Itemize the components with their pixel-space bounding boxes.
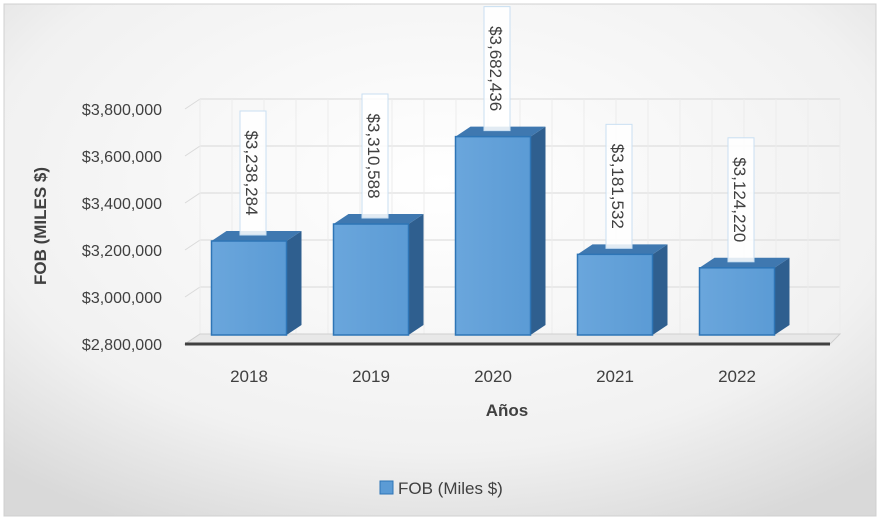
bar-2022 <box>698 257 790 336</box>
bar-side <box>286 231 302 335</box>
data-label-2022: $3,124,220 <box>727 137 755 263</box>
bar-2021 <box>576 244 668 336</box>
x-tick-label: 2018 <box>230 367 268 386</box>
x-tick-label: 2022 <box>718 367 756 386</box>
x-axis: 2018 2019 2020 2021 2022 <box>230 367 756 386</box>
bar-front <box>210 240 288 336</box>
bar-top <box>699 257 790 268</box>
bar-2020 <box>454 126 546 336</box>
data-label-2018: $3,238,284 <box>239 110 267 236</box>
y-tick-label: $3,200,000 <box>82 243 162 260</box>
data-label-text: $3,124,220 <box>730 157 749 242</box>
bar-side <box>652 244 668 335</box>
gridline-side <box>184 145 201 157</box>
bar-2019 <box>332 214 424 336</box>
x-tick-label: 2021 <box>596 367 634 386</box>
bar-front <box>576 253 654 336</box>
y-tick-label: $3,000,000 <box>82 290 162 307</box>
x-tick-label: 2020 <box>474 367 512 386</box>
plot-floor <box>183 333 842 346</box>
data-label-text: $3,682,436 <box>486 26 505 111</box>
data-label-box <box>361 93 389 219</box>
data-label-box <box>239 110 267 236</box>
bar-top <box>211 231 302 242</box>
data-label-text: $3,238,284 <box>242 130 261 215</box>
data-label-text: $3,181,532 <box>608 144 627 229</box>
data-label-2019: $3,310,588 <box>361 93 389 219</box>
y-tick-label: $3,800,000 <box>82 102 162 119</box>
data-labels: $3,238,284 $3,310,588 $3,682,436 $3,181,532… <box>239 6 755 263</box>
bar-side <box>530 126 546 336</box>
bar-side <box>408 214 424 335</box>
bar-top <box>455 126 546 137</box>
y-axis-title: FOB (MILES $) <box>31 167 50 285</box>
legend: FOB (Miles $) <box>379 479 503 498</box>
data-label-2020: $3,682,436 <box>483 6 511 132</box>
x-axis-title: Años <box>486 401 529 420</box>
bar-front <box>454 135 532 336</box>
legend-label: FOB (Miles $) <box>398 479 503 498</box>
legend-swatch <box>379 480 394 495</box>
data-label-box <box>605 123 633 249</box>
bar-front <box>698 267 776 336</box>
data-label-2021: $3,181,532 <box>605 123 633 249</box>
bar-2018 <box>210 231 302 336</box>
bar-top <box>333 214 424 225</box>
data-label-box <box>727 137 755 263</box>
gridline-side <box>184 98 201 110</box>
y-tick-label: $3,600,000 <box>82 149 162 166</box>
y-tick-label: $2,800,000 <box>82 337 162 354</box>
gridline-side <box>184 239 201 251</box>
x-tick-label: 2019 <box>352 367 390 386</box>
gridline-side <box>184 286 201 298</box>
data-label-box <box>483 6 511 132</box>
bars <box>210 126 790 336</box>
bar-side <box>774 257 790 335</box>
bar-front <box>332 223 410 336</box>
bar-top <box>577 244 668 255</box>
y-tick-label: $3,400,000 <box>82 196 162 213</box>
gridline-side <box>184 192 201 204</box>
y-axis: $2,800,000 $3,000,000 $3,200,000 $3,400,000… <box>82 102 162 354</box>
data-label-text: $3,310,588 <box>364 113 383 198</box>
